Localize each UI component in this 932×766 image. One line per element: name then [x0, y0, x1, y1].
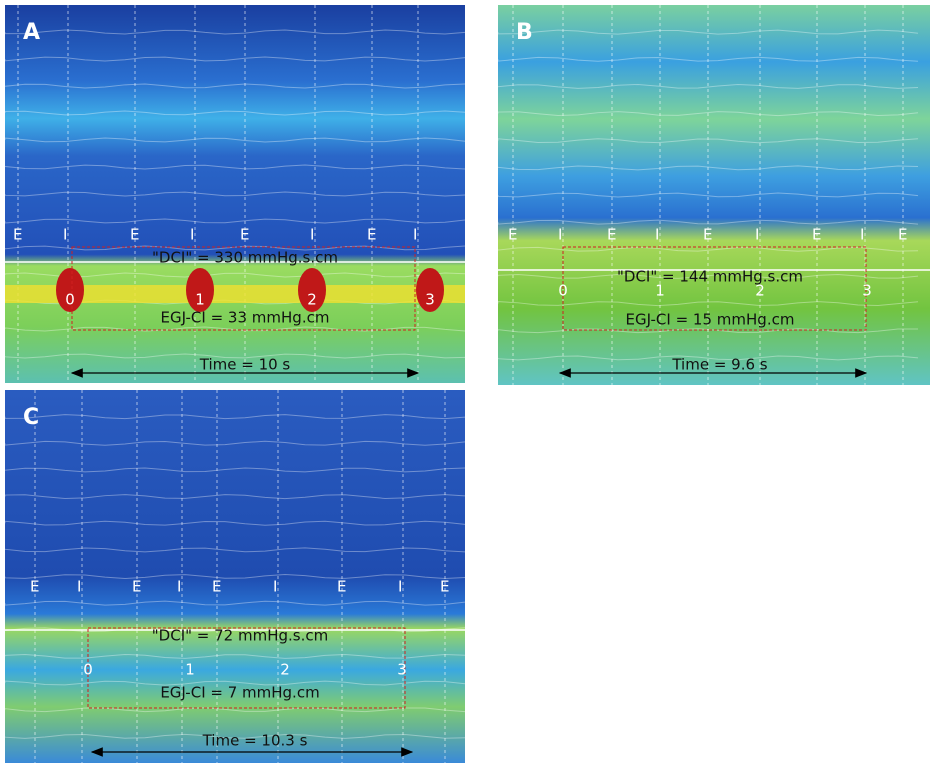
egj-ci-label: EGJ-CI = 7 mmHg.cm [160, 684, 319, 702]
phase-marker: I [177, 578, 181, 596]
egj-ci-label: EGJ-CI = 33 mmHg.cm [161, 309, 330, 327]
time-label: Time = 10.3 s [202, 732, 308, 750]
phase-marker: I [860, 226, 864, 244]
phase-marker: E [812, 226, 821, 244]
cycle-number: 2 [280, 661, 290, 679]
panel: A E I E I E I E I "DCI" = 330 mmHg.s.cm EGJ-CI = 3… [5, 5, 465, 383]
cycle-number: 0 [558, 282, 568, 300]
phase-marker: I [413, 226, 417, 244]
cycle-number: 1 [185, 661, 195, 679]
phase-marker: E [13, 226, 22, 244]
egj-ci-label: EGJ-CI = 15 mmHg.cm [626, 311, 795, 329]
dci-label: "DCI" = 144 mmHg.s.cm [617, 268, 803, 286]
cycle-number: 1 [195, 291, 205, 309]
panel-label: B [516, 20, 533, 45]
phase-marker: E [367, 226, 376, 244]
phase-marker: E [703, 226, 712, 244]
panel: C E I E I E I E I E "DCI" = 72 mmHg.s.cm EGJ-CI = 7… [5, 390, 465, 763]
phase-marker: I [273, 578, 277, 596]
phase-marker: E [240, 226, 249, 244]
phase-marker: I [190, 226, 194, 244]
phase-marker: I [310, 226, 314, 244]
cycle-number: 3 [862, 282, 872, 300]
pressure-map [5, 390, 465, 763]
cycle-number: 2 [755, 282, 765, 300]
phase-marker: E [130, 226, 139, 244]
phase-marker: E [337, 578, 346, 596]
phase-marker: E [508, 226, 517, 244]
phase-marker: I [755, 226, 759, 244]
time-label: Time = 10 s [199, 356, 291, 374]
time-label: Time = 9.6 s [671, 356, 767, 374]
panel-label: A [23, 20, 40, 45]
figure: A E I E I E I E I "DCI" = 330 mmHg.s.cm EGJ-CI = 3… [0, 0, 932, 766]
phase-marker: E [212, 578, 221, 596]
phase-marker: I [77, 578, 81, 596]
cycle-number: 3 [397, 661, 407, 679]
cycle-number: 1 [655, 282, 665, 300]
phase-marker: E [440, 578, 449, 596]
phase-marker: E [30, 578, 39, 596]
cycle-number: 2 [307, 291, 317, 309]
phase-marker: E [132, 578, 141, 596]
cycle-number: 0 [83, 661, 93, 679]
phase-marker: I [398, 578, 402, 596]
phase-marker: E [898, 226, 907, 244]
panel: B E I E I E I E I E "DCI" = 144 mmHg.s.cm EGJ-CI = … [498, 5, 930, 385]
cycle-number: 3 [425, 291, 435, 309]
dci-label: "DCI" = 330 mmHg.s.cm [152, 249, 338, 267]
cycle-number: 0 [65, 291, 75, 309]
phase-marker: E [607, 226, 616, 244]
panel-label: C [23, 405, 39, 430]
phase-marker: I [63, 226, 67, 244]
phase-marker: I [655, 226, 659, 244]
phase-marker: I [558, 226, 562, 244]
dci-label: "DCI" = 72 mmHg.s.cm [152, 627, 328, 645]
